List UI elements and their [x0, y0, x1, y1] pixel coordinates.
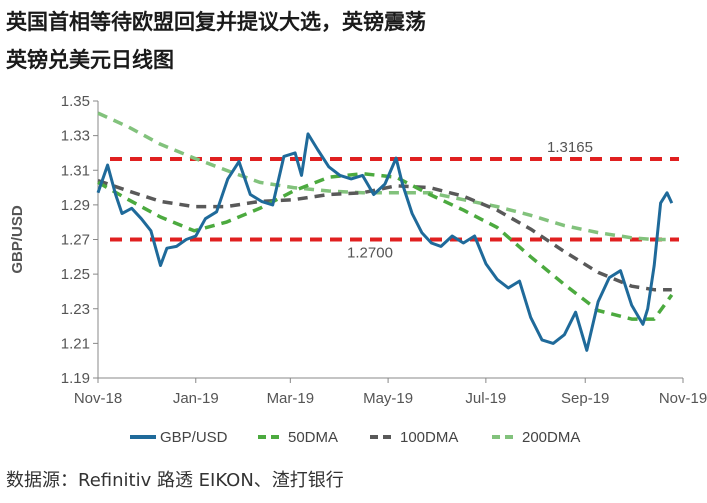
series-line-50dma — [97, 171, 674, 321]
x-tick-label: Sep-19 — [561, 390, 609, 407]
legend-label: GBP/USD — [160, 429, 228, 446]
reference-line-label: 1.2700 — [347, 245, 393, 262]
y-tick-label: 1.25 — [61, 266, 90, 283]
legend-label: 50DMA — [288, 429, 338, 446]
y-tick-label: 1.23 — [61, 301, 90, 318]
series-line-gbpusd — [96, 132, 674, 352]
x-tick-label: Nov-19 — [659, 390, 707, 407]
y-axis-label: GBP/USD — [9, 205, 26, 274]
y-tick-label: 1.33 — [61, 128, 90, 145]
y-tick-label: 1.27 — [61, 232, 90, 249]
series-line-200dma — [97, 111, 672, 242]
series-line-100dma — [97, 178, 672, 292]
x-tick-label: May-19 — [363, 390, 413, 407]
legend-label: 200DMA — [522, 429, 580, 446]
x-tick-label: Jan-19 — [173, 390, 219, 407]
y-tick-label: 1.21 — [61, 335, 90, 352]
chart-title: 英国首相等待欧盟回复并提议大选，英镑震荡 — [6, 10, 426, 34]
y-tick-label: 1.19 — [61, 370, 90, 387]
x-tick-label: Jul-19 — [465, 390, 506, 407]
x-tick-label: Mar-19 — [267, 390, 315, 407]
x-tick-label: Nov-18 — [74, 390, 122, 407]
reference-line-label: 1.3165 — [547, 139, 593, 156]
legend-label: 100DMA — [400, 429, 458, 446]
chart-subtitle: 英镑兑美元日线图 — [6, 48, 174, 72]
y-tick-label: 1.31 — [61, 162, 90, 179]
y-tick-label: 1.29 — [61, 197, 90, 214]
source-note: 数据源：Refinitiv 路透 EIKON、渣打银行 — [6, 470, 344, 491]
y-tick-label: 1.35 — [61, 93, 90, 110]
